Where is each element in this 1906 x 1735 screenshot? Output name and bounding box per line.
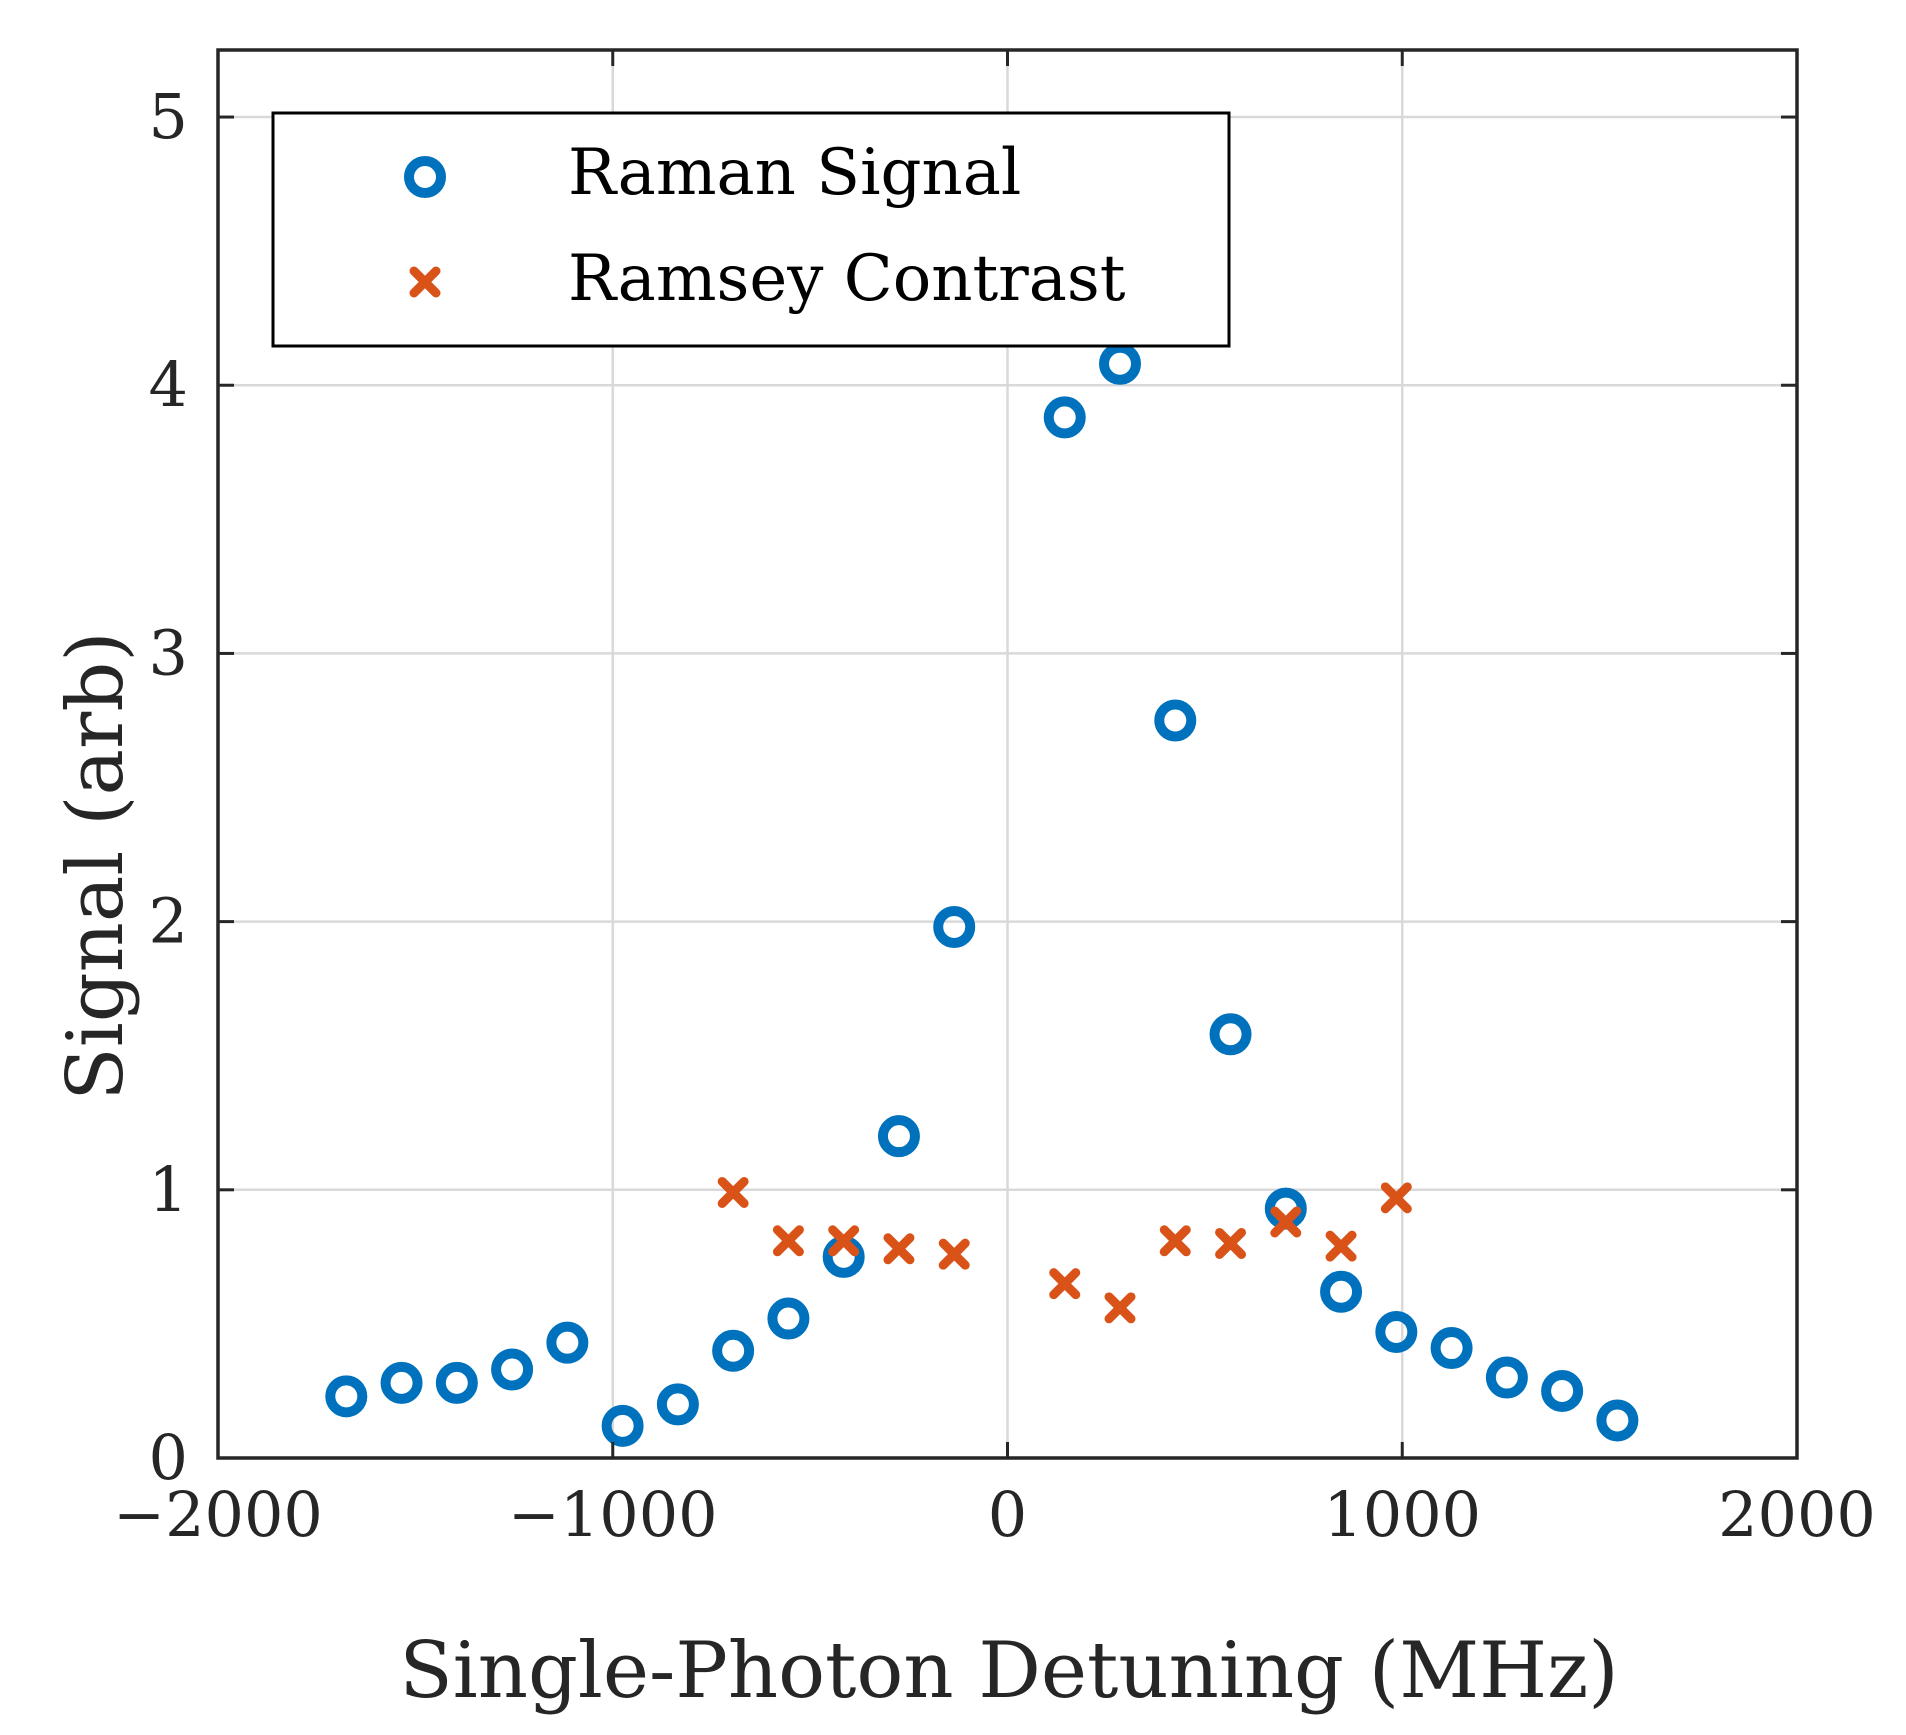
legend-marker-ramsey-contrast (409, 266, 441, 298)
x-marker-stroke (883, 1233, 915, 1265)
plot-markers (325, 342, 1639, 1447)
x-tick-label: −2000 (113, 1478, 323, 1551)
legend-circle-marker (404, 156, 446, 198)
point-raman-signal (1430, 1327, 1473, 1370)
point-ramsey-contrast (1270, 1206, 1302, 1238)
point-ramsey-contrast (1104, 1292, 1136, 1324)
point-raman-signal (1541, 1369, 1584, 1412)
point-raman-signal (546, 1321, 589, 1364)
point-raman-signal (1375, 1310, 1418, 1353)
x-tick-label: −1000 (508, 1478, 718, 1551)
y-tick-label: 2 (149, 885, 188, 958)
point-ramsey-contrast (883, 1233, 915, 1265)
legend-box (271, 111, 1231, 348)
x-marker-stroke (828, 1225, 860, 1257)
x-tick-label: 2000 (1718, 1478, 1876, 1551)
y-axis-label: Signal (arb) (51, 631, 141, 1100)
point-raman-signal (1043, 396, 1086, 439)
point-ramsey-contrast (1049, 1268, 1081, 1300)
point-raman-signal (1485, 1356, 1528, 1399)
point-raman-signal (877, 1115, 920, 1158)
x-tick-label: 1000 (1323, 1478, 1481, 1551)
x-tick-label: 0 (988, 1478, 1027, 1551)
point-raman-signal (656, 1383, 699, 1426)
point-raman-signal (712, 1329, 755, 1372)
point-raman-signal (1209, 1013, 1252, 1056)
point-raman-signal (933, 905, 976, 948)
point-ramsey-contrast (938, 1238, 970, 1270)
point-raman-signal (1099, 342, 1142, 385)
x-marker-stroke (717, 1176, 749, 1208)
legend-label-raman-signal: Raman Signal (568, 136, 1021, 210)
axes-box (216, 48, 1799, 1460)
point-ramsey-contrast (1325, 1230, 1357, 1262)
point-raman-signal (325, 1375, 368, 1418)
point-raman-signal (435, 1361, 478, 1404)
tick-labels: −2000 −1000 0 1000 2000 0 1 2 3 4 5 (113, 80, 1876, 1551)
point-ramsey-contrast (1159, 1225, 1191, 1257)
x-marker-stroke (1159, 1225, 1191, 1257)
point-ramsey-contrast (1215, 1227, 1247, 1259)
point-raman-signal (1320, 1270, 1363, 1313)
x-marker-stroke (1215, 1227, 1247, 1259)
point-ramsey-contrast (828, 1225, 860, 1257)
point-raman-signal (491, 1348, 534, 1391)
point-raman-signal (601, 1404, 644, 1447)
x-marker-stroke (772, 1225, 804, 1257)
point-raman-signal (767, 1297, 810, 1340)
y-tick-label: 4 (149, 348, 188, 421)
series-ramsey-contrast (717, 1176, 1412, 1324)
series-raman-signal (325, 342, 1639, 1447)
x-axis-label: Single-Photon Detuning (MHz) (399, 1626, 1618, 1716)
y-tick-label: 0 (149, 1421, 188, 1494)
point-ramsey-contrast (717, 1176, 749, 1208)
point-raman-signal (1154, 699, 1197, 742)
y-tick-label: 5 (149, 80, 188, 153)
x-marker-stroke (409, 266, 441, 298)
point-raman-signal (1596, 1399, 1639, 1442)
x-marker-stroke (1325, 1230, 1357, 1262)
legend: Raman Signal Ramsey Contrast (271, 111, 1231, 348)
point-ramsey-contrast (1380, 1182, 1412, 1214)
x-marker-stroke (1104, 1292, 1136, 1324)
y-tick-label: 1 (149, 1153, 188, 1226)
x-marker-stroke (1049, 1268, 1081, 1300)
y-tick-label: 3 (149, 616, 188, 689)
legend-marker-raman-signal (404, 156, 446, 198)
x-marker-stroke (1380, 1182, 1412, 1214)
legend-cross-marker (409, 266, 441, 298)
x-marker-stroke (1270, 1206, 1302, 1238)
point-raman-signal (380, 1361, 423, 1404)
x-marker-stroke (938, 1238, 970, 1270)
point-ramsey-contrast (772, 1225, 804, 1257)
legend-label-ramsey-contrast: Ramsey Contrast (568, 242, 1126, 316)
